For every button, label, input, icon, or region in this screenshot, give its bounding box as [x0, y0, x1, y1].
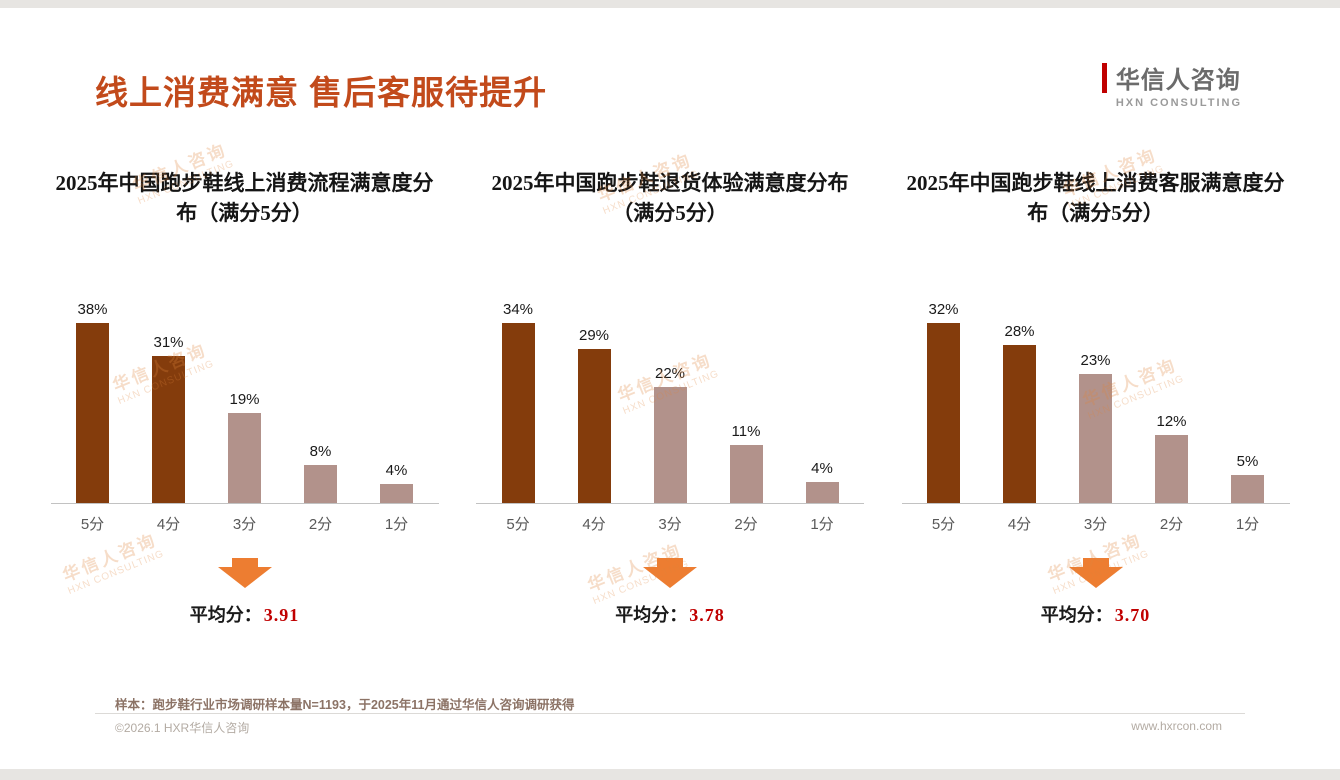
category-label: 4分	[1007, 516, 1032, 533]
category-label: 1分	[384, 516, 409, 533]
average-label: 平均分：	[615, 605, 688, 625]
bar-value-label: 23%	[1080, 352, 1111, 369]
category-label: 1分	[1235, 516, 1260, 533]
average-score: 平均分： 3.91	[190, 601, 300, 627]
category-label: 5分	[80, 516, 105, 533]
bar	[653, 387, 687, 503]
chart-title: 2025年中国跑步鞋线上消费客服满意度分布（满分5分）	[906, 171, 1285, 226]
bar	[1003, 345, 1036, 503]
bar-value-label: 8%	[309, 443, 332, 460]
bar	[76, 323, 109, 503]
bar-value-label: 5%	[1236, 453, 1259, 470]
bar	[152, 356, 185, 503]
bar-slot: 8%	[283, 443, 359, 503]
bar-plot: 32% 28% 23% 12% 5%	[901, 296, 1290, 504]
bar	[927, 323, 960, 503]
bar-slot: 34%	[480, 301, 556, 503]
bar	[380, 484, 413, 503]
bar	[1079, 374, 1112, 503]
category-axis: 5分 4分 3分 2分 1分	[476, 513, 864, 534]
page-title: 线上消费满意 售后客服待提升	[95, 74, 548, 111]
bar-value-label: 12%	[1156, 413, 1187, 430]
category-label: 1分	[810, 516, 834, 533]
category-label: 4分	[156, 516, 181, 533]
bar	[577, 349, 611, 503]
bar	[228, 413, 261, 503]
bar-slot: 32%	[906, 301, 982, 503]
bar-value-label: 38%	[77, 301, 108, 318]
bar-slot: 12%	[1134, 413, 1210, 503]
bar-value-label: 28%	[1004, 323, 1035, 340]
category-label: 3分	[1083, 516, 1108, 533]
slide: 线上消费满意 售后客服待提升 华信人咨询 HXN CONSULTING 2025…	[0, 8, 1340, 769]
down-arrow-icon	[1068, 558, 1123, 588]
average-value: 3.78	[689, 605, 725, 625]
bar	[1155, 435, 1188, 503]
bar-value-label: 31%	[153, 334, 184, 351]
chart-title: 2025年中国跑步鞋退货体验满意度分布（满分5分）	[491, 171, 849, 226]
category-label: 3分	[658, 516, 682, 533]
average-label: 平均分：	[1040, 605, 1113, 625]
category-label: 3分	[232, 516, 257, 533]
category-label: 4分	[582, 516, 606, 533]
bar-slot: 4%	[359, 462, 435, 503]
bar-value-label: 4%	[385, 462, 408, 479]
bar-slot: 19%	[207, 391, 283, 503]
bar-slot: 23%	[1058, 352, 1134, 503]
category-axis: 5分 4分 3分 2分 1分	[902, 513, 1290, 534]
chart-3: 2025年中国跑步鞋线上消费客服满意度分布（满分5分） 32% 28% 23% 12% 5…	[893, 168, 1298, 627]
bar-value-label: 11%	[731, 423, 761, 440]
website-text: www.hxrcon.com	[1131, 719, 1222, 733]
category-axis: 5分 4分 3分 2分 1分	[51, 513, 439, 534]
category-label: 5分	[506, 516, 530, 533]
chart-2: 2025年中国跑步鞋退货体验满意度分布（满分5分） 34% 29% 22% 11% 4% 5…	[468, 168, 873, 627]
bar-plot: 34% 29% 22% 11% 4%	[476, 296, 864, 504]
logo-cn: 华信人咨询	[1115, 67, 1241, 94]
bar	[304, 465, 337, 503]
bar-slot: 31%	[131, 334, 207, 503]
bar-slot: 22%	[632, 365, 708, 503]
category-label: 5分	[931, 516, 956, 533]
bar	[805, 482, 839, 503]
logo-en: HXN CONSULTING	[1115, 97, 1242, 109]
average-score: 平均分： 3.78	[615, 601, 725, 627]
bar-slot: 11%	[708, 423, 784, 503]
bar-value-label: 22%	[654, 365, 686, 382]
down-arrow-icon	[217, 558, 272, 588]
copyright-text: ©2026.1 HXR华信人咨询	[115, 721, 250, 735]
category-label: 2分	[308, 516, 333, 533]
bar-slot: 5%	[1210, 453, 1286, 503]
bar-slot: 4%	[784, 460, 860, 503]
bar-slot: 28%	[982, 323, 1058, 503]
category-label: 2分	[1159, 516, 1184, 533]
sample-note: 样本：跑步鞋行业市场调研样本量N=1193，于2025年11月通过华信人咨询调研…	[115, 698, 575, 712]
average-value: 3.70	[1114, 605, 1151, 625]
bar-value-label: 4%	[811, 460, 833, 477]
bar	[501, 323, 535, 503]
bar-slot: 29%	[556, 327, 632, 503]
charts-row: 2025年中国跑步鞋线上消费流程满意度分布（满分5分） 38% 31% 19% 8% 4%…	[42, 168, 1298, 627]
bar	[1231, 475, 1264, 503]
chart-title: 2025年中国跑步鞋线上消费流程满意度分布（满分5分）	[55, 171, 434, 226]
category-label: 2分	[734, 516, 758, 533]
average-value: 3.91	[263, 605, 300, 625]
bar-value-label: 29%	[578, 327, 610, 344]
footer: ©2026.1 HXR华信人咨询 www.hxrcon.com	[115, 719, 1222, 736]
logo-text: 华信人咨询 HXN CONSULTING	[1116, 60, 1242, 109]
logo-accent-bar	[1101, 63, 1107, 93]
bar-slot: 38%	[55, 301, 131, 503]
down-arrow-icon	[643, 558, 697, 588]
bar-value-label: 32%	[928, 301, 959, 318]
bar-value-label: 34%	[502, 301, 534, 318]
average-score: 平均分： 3.70	[1041, 601, 1151, 627]
chart-1: 2025年中国跑步鞋线上消费流程满意度分布（满分5分） 38% 31% 19% 8% 4%…	[42, 168, 447, 627]
bar	[729, 445, 763, 503]
brand-logo: 华信人咨询 HXN CONSULTING	[1101, 60, 1242, 109]
footer-divider	[95, 713, 1245, 714]
average-label: 平均分：	[189, 605, 262, 625]
bar-plot: 38% 31% 19% 8% 4%	[50, 296, 439, 504]
bar-value-label: 19%	[229, 391, 260, 408]
